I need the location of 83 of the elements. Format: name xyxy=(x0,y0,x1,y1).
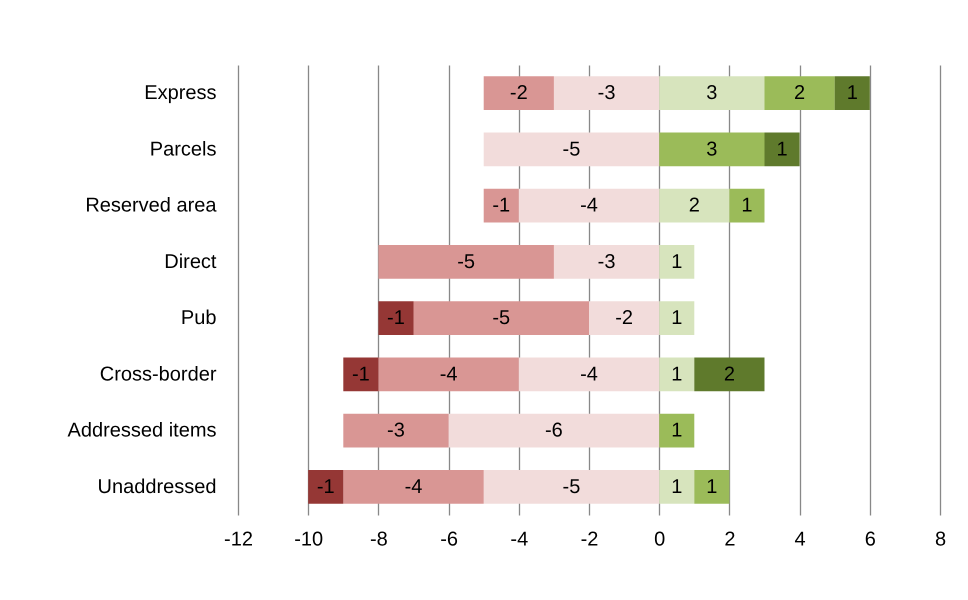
data-label: -3 xyxy=(598,82,616,104)
data-label: -2 xyxy=(615,307,633,330)
bar xyxy=(448,414,660,448)
bar xyxy=(343,358,378,392)
data-label: 1 xyxy=(706,476,718,498)
bar xyxy=(659,132,764,166)
data-label: -1 xyxy=(492,194,510,217)
x-tick-label: 6 xyxy=(864,528,876,550)
y-tick-label: Express xyxy=(144,82,216,104)
data-label: -4 xyxy=(404,476,422,498)
data-label: -1 xyxy=(352,363,370,386)
data-label: -5 xyxy=(562,476,580,498)
data-label: 2 xyxy=(688,194,700,217)
data-label: -4 xyxy=(440,363,458,386)
x-tick-label: 2 xyxy=(724,528,736,550)
data-label: -1 xyxy=(387,307,405,330)
data-label: 1 xyxy=(671,420,682,442)
data-label: 1 xyxy=(741,194,753,217)
bar xyxy=(378,301,414,335)
bar xyxy=(659,301,694,335)
data-label: 2 xyxy=(724,363,735,386)
data-label: -3 xyxy=(387,420,405,442)
y-tick-label: Pub xyxy=(180,307,216,330)
bar xyxy=(484,132,660,166)
y-tick-label: Direct xyxy=(164,250,217,273)
data-label: 1 xyxy=(671,476,682,498)
data-label: -5 xyxy=(492,307,510,330)
bar xyxy=(554,76,660,110)
data-label: 3 xyxy=(706,138,718,160)
bar xyxy=(659,414,694,448)
bar xyxy=(378,358,519,392)
bar xyxy=(764,132,800,166)
data-label: 1 xyxy=(846,82,858,104)
x-tick-label: -8 xyxy=(370,528,388,550)
x-tick-label: 4 xyxy=(794,528,806,550)
data-label: -1 xyxy=(316,476,335,498)
data-label: -3 xyxy=(598,250,616,273)
data-label: -5 xyxy=(457,250,476,273)
y-tick-label: Addressed items xyxy=(68,420,216,442)
bar xyxy=(589,301,660,335)
data-label: -6 xyxy=(545,420,563,442)
y-tick-label: Unaddressed xyxy=(98,476,216,498)
x-tick-label: 0 xyxy=(654,528,666,550)
bar xyxy=(764,76,835,110)
data-label: 1 xyxy=(671,307,682,330)
x-tick-label: -4 xyxy=(510,528,528,550)
x-tick-label: -2 xyxy=(580,528,598,550)
x-tick-label: -6 xyxy=(440,528,458,550)
bar xyxy=(378,245,554,279)
bar xyxy=(694,470,730,504)
data-label: -2 xyxy=(510,82,528,104)
bar xyxy=(729,188,764,222)
bar xyxy=(694,358,764,392)
bar xyxy=(414,301,589,335)
bar xyxy=(659,76,764,110)
bar xyxy=(343,414,449,448)
bar xyxy=(484,188,519,222)
bar xyxy=(659,358,694,392)
bar xyxy=(659,188,730,222)
data-label: 2 xyxy=(794,82,806,104)
bar xyxy=(308,470,344,504)
data-label: 3 xyxy=(706,82,718,104)
bar xyxy=(518,188,660,222)
bar xyxy=(659,470,694,504)
data-label: -4 xyxy=(580,194,598,217)
bar xyxy=(484,470,660,504)
bar xyxy=(484,76,554,110)
x-tick-label: 8 xyxy=(934,528,946,550)
bar xyxy=(834,76,870,110)
data-label: 1 xyxy=(671,363,682,386)
bar xyxy=(554,245,660,279)
data-label: 1 xyxy=(671,250,682,273)
bar xyxy=(518,358,660,392)
data-label: -4 xyxy=(580,363,598,386)
bar xyxy=(659,245,694,279)
bar xyxy=(343,470,484,504)
data-label: -5 xyxy=(562,138,580,160)
y-tick-label: Cross-border xyxy=(100,363,217,386)
x-tick-label: -12 xyxy=(224,528,253,550)
y-tick-label: Parcels xyxy=(150,138,216,160)
y-tick-label: Reserved area xyxy=(85,194,218,217)
data-label: 1 xyxy=(776,138,788,160)
x-tick-label: -10 xyxy=(294,528,324,550)
